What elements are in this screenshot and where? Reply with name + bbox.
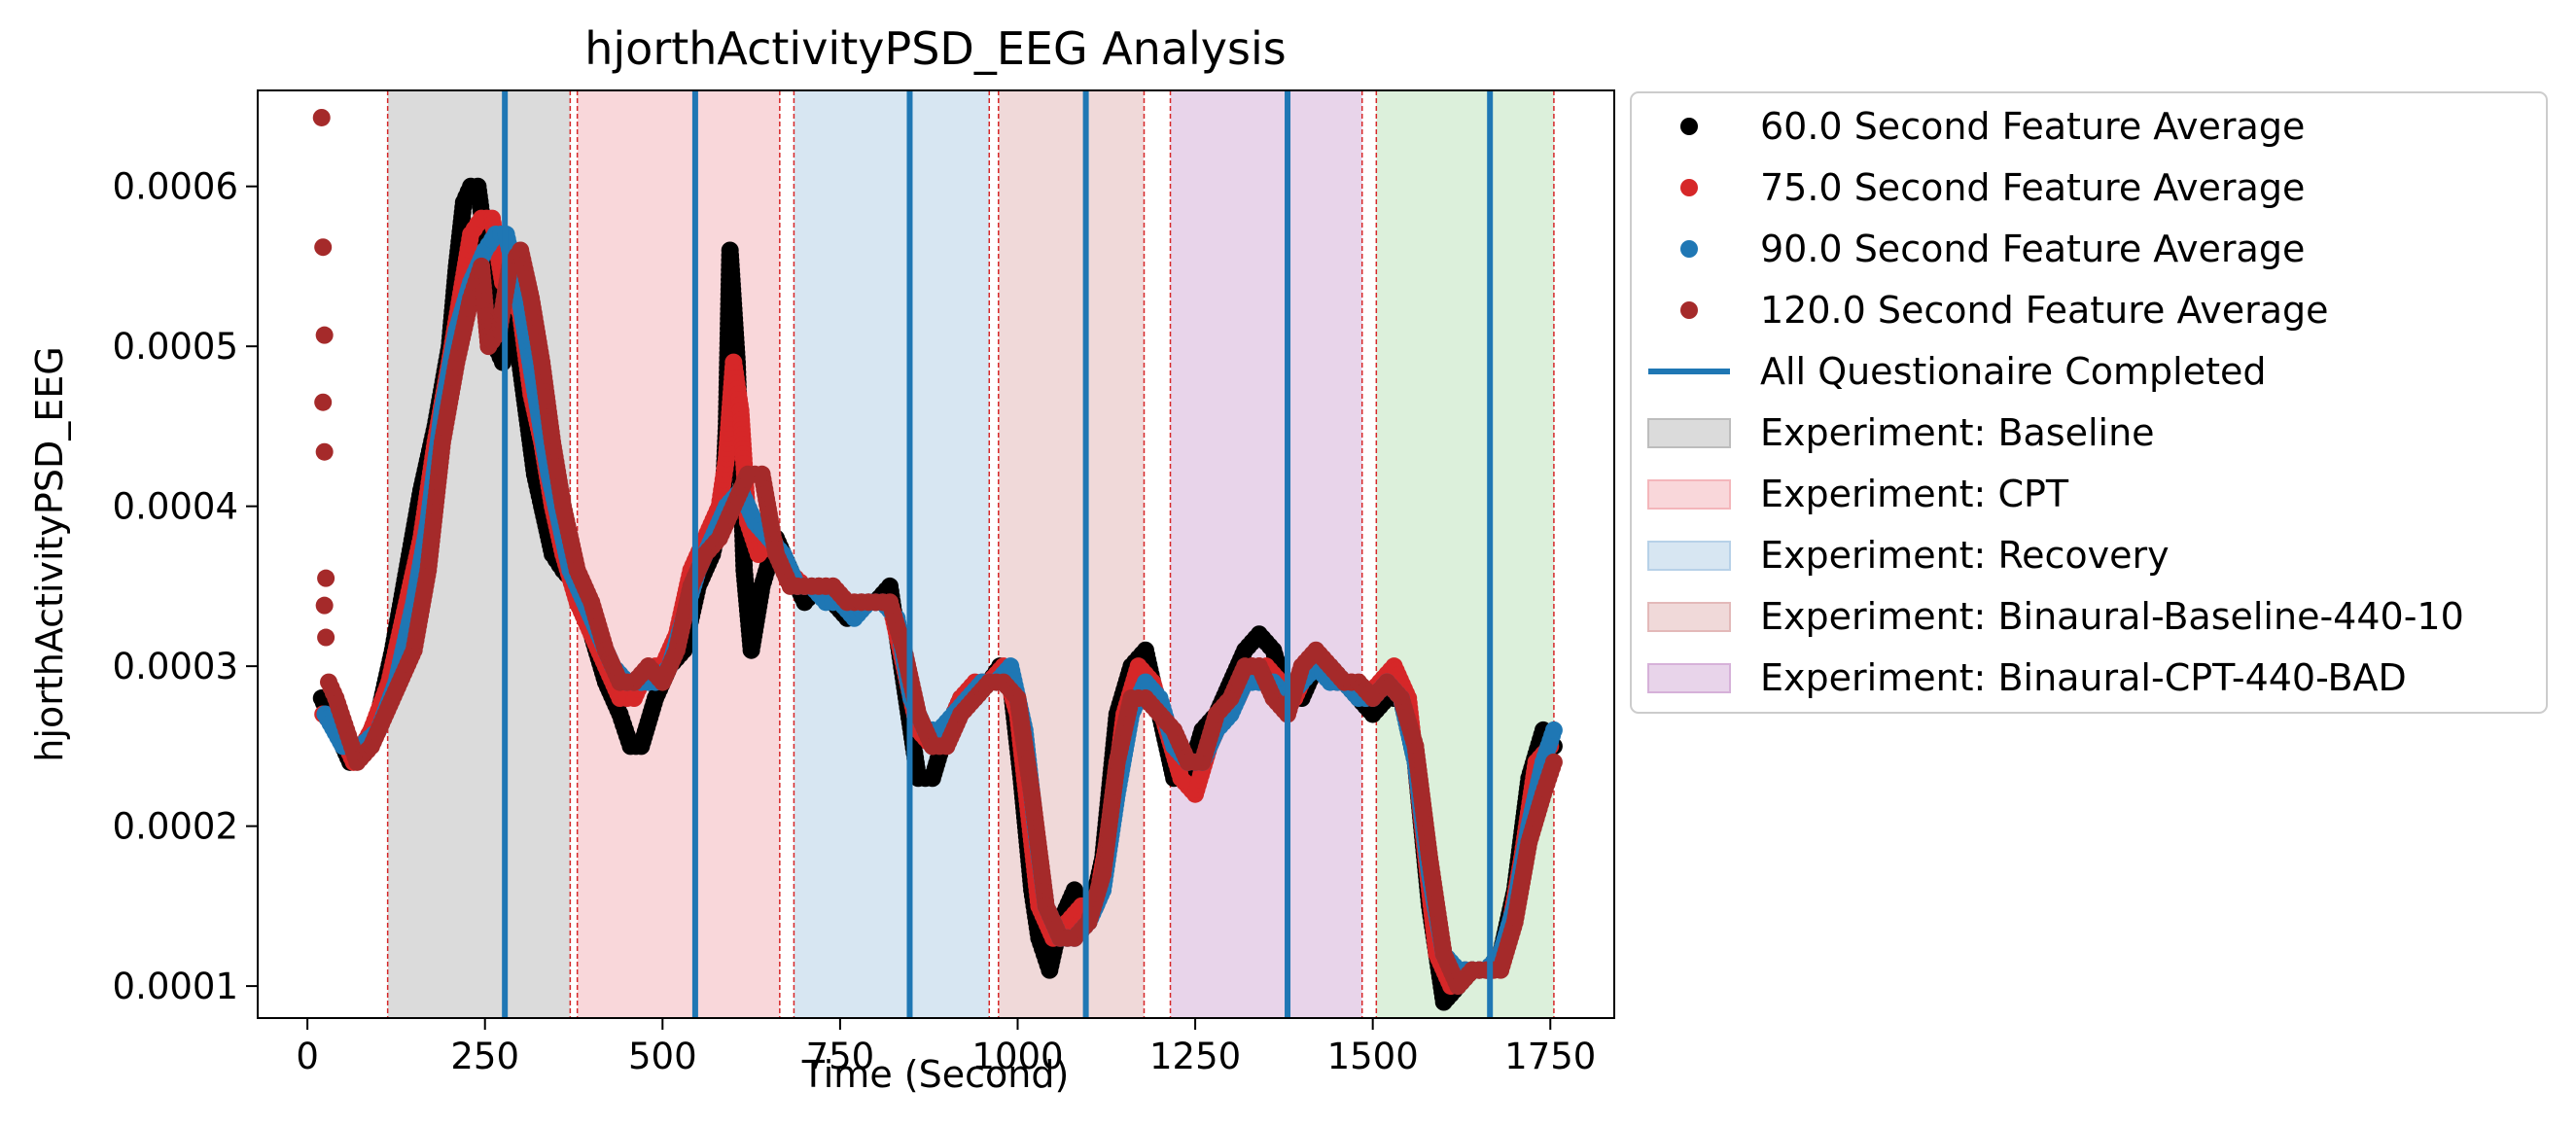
legend-marker	[1647, 479, 1731, 510]
x-tick-label: 1000	[971, 1036, 1063, 1077]
legend-item: Experiment: Binaural-CPT-440-BAD	[1647, 656, 2407, 699]
x-tick-label: 1250	[1149, 1036, 1241, 1077]
questionnaire-lines	[502, 90, 1494, 1018]
legend-item: Experiment: Binaural-Baseline-440-10	[1647, 595, 2464, 638]
point	[315, 326, 334, 344]
point	[1544, 753, 1563, 771]
legend-label: 90.0 Second Feature Average	[1760, 228, 2305, 270]
chart-title: hjorthActivityPSD_EEG Analysis	[584, 22, 1287, 75]
point	[312, 108, 331, 126]
legend-label: Experiment: CPT	[1760, 473, 2069, 515]
region-3	[998, 90, 1145, 1018]
legend-frame	[1630, 91, 2548, 714]
legend-item: Experiment: Recovery	[1647, 534, 2170, 577]
region-4	[1170, 90, 1362, 1018]
point	[314, 393, 333, 411]
x-axis-title: Time (Second)	[801, 1053, 1070, 1096]
y-tick-label: 0.0004	[113, 486, 238, 528]
legend-marker	[1680, 179, 1698, 196]
legend-marker	[1647, 602, 1731, 632]
legend-item: 120.0 Second Feature Average	[1680, 289, 2329, 332]
y-tick-label: 0.0001	[113, 966, 238, 1007]
legend-label: 120.0 Second Feature Average	[1760, 289, 2329, 332]
legend: 60.0 Second Feature Average 75.0 Second F…	[1630, 91, 2548, 714]
legend-items: 60.0 Second Feature Average 75.0 Second F…	[1647, 105, 2464, 699]
point	[317, 628, 335, 647]
legend-item: 60.0 Second Feature Average	[1680, 105, 2305, 148]
legend-item: Experiment: CPT	[1647, 473, 2069, 515]
legend-item: 75.0 Second Feature Average	[1680, 166, 2305, 209]
y-tick-label: 0.0006	[113, 166, 238, 208]
region-2	[794, 90, 990, 1018]
x-axis: 0 250 500 750 1000 1250 1500 1750	[296, 1018, 1596, 1077]
point	[317, 569, 335, 587]
x-tick-label: 0	[296, 1036, 319, 1077]
legend-marker	[1647, 418, 1731, 448]
legend-label: Experiment: Baseline	[1760, 411, 2155, 454]
point	[315, 596, 334, 615]
legend-marker	[1680, 118, 1698, 135]
legend-item: Experiment: Baseline	[1647, 411, 2155, 454]
x-tick-label: 500	[628, 1036, 697, 1077]
legend-label: Experiment: Binaural-CPT-440-BAD	[1760, 656, 2407, 699]
legend-marker	[1680, 301, 1698, 319]
legend-item: 90.0 Second Feature Average	[1680, 228, 2305, 270]
x-tick-label: 1750	[1504, 1036, 1596, 1077]
y-axis: 0.0001 0.0002 0.0003 0.0004 0.0005 0.0006	[113, 166, 258, 1007]
series-3	[312, 108, 1563, 996]
y-tick-label: 0.0003	[113, 646, 238, 687]
legend-marker	[1680, 240, 1698, 258]
legend-label: All Questionaire Completed	[1760, 350, 2267, 393]
legend-marker	[1647, 663, 1731, 693]
point	[315, 442, 334, 461]
legend-marker	[1647, 541, 1731, 571]
y-tick-label: 0.0005	[113, 326, 238, 368]
legend-label: 75.0 Second Feature Average	[1760, 166, 2305, 209]
point	[314, 238, 333, 257]
legend-label: Experiment: Binaural-Baseline-440-10	[1760, 595, 2464, 638]
y-tick-label: 0.0002	[113, 806, 238, 848]
y-axis-title: hjorthActivityPSD_EEG	[28, 346, 71, 761]
legend-item: All Questionaire Completed	[1648, 350, 2267, 393]
data-series	[312, 108, 1563, 1011]
legend-label: 60.0 Second Feature Average	[1760, 105, 2305, 148]
plot-frame	[257, 89, 1615, 1019]
legend-label: Experiment: Recovery	[1760, 534, 2170, 577]
point	[1544, 721, 1563, 739]
x-tick-label: 750	[806, 1036, 875, 1077]
x-tick-label: 1500	[1327, 1036, 1419, 1077]
x-tick-label: 250	[450, 1036, 519, 1077]
